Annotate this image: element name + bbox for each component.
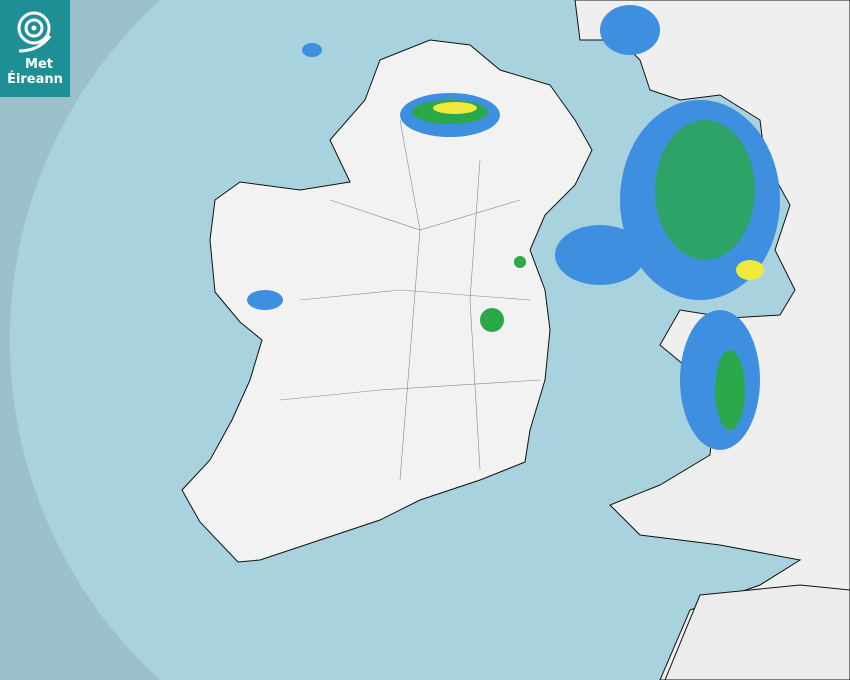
swirl-logo-icon [17,11,52,53]
met-eireann-logo: Met Éireann [0,0,70,97]
ireland-landmass [181,39,593,563]
county-borders [279,119,541,481]
rain-echoes [247,5,780,450]
logo-text-eireann: Éireann [7,72,63,87]
logo-text-met: Met [25,57,53,72]
